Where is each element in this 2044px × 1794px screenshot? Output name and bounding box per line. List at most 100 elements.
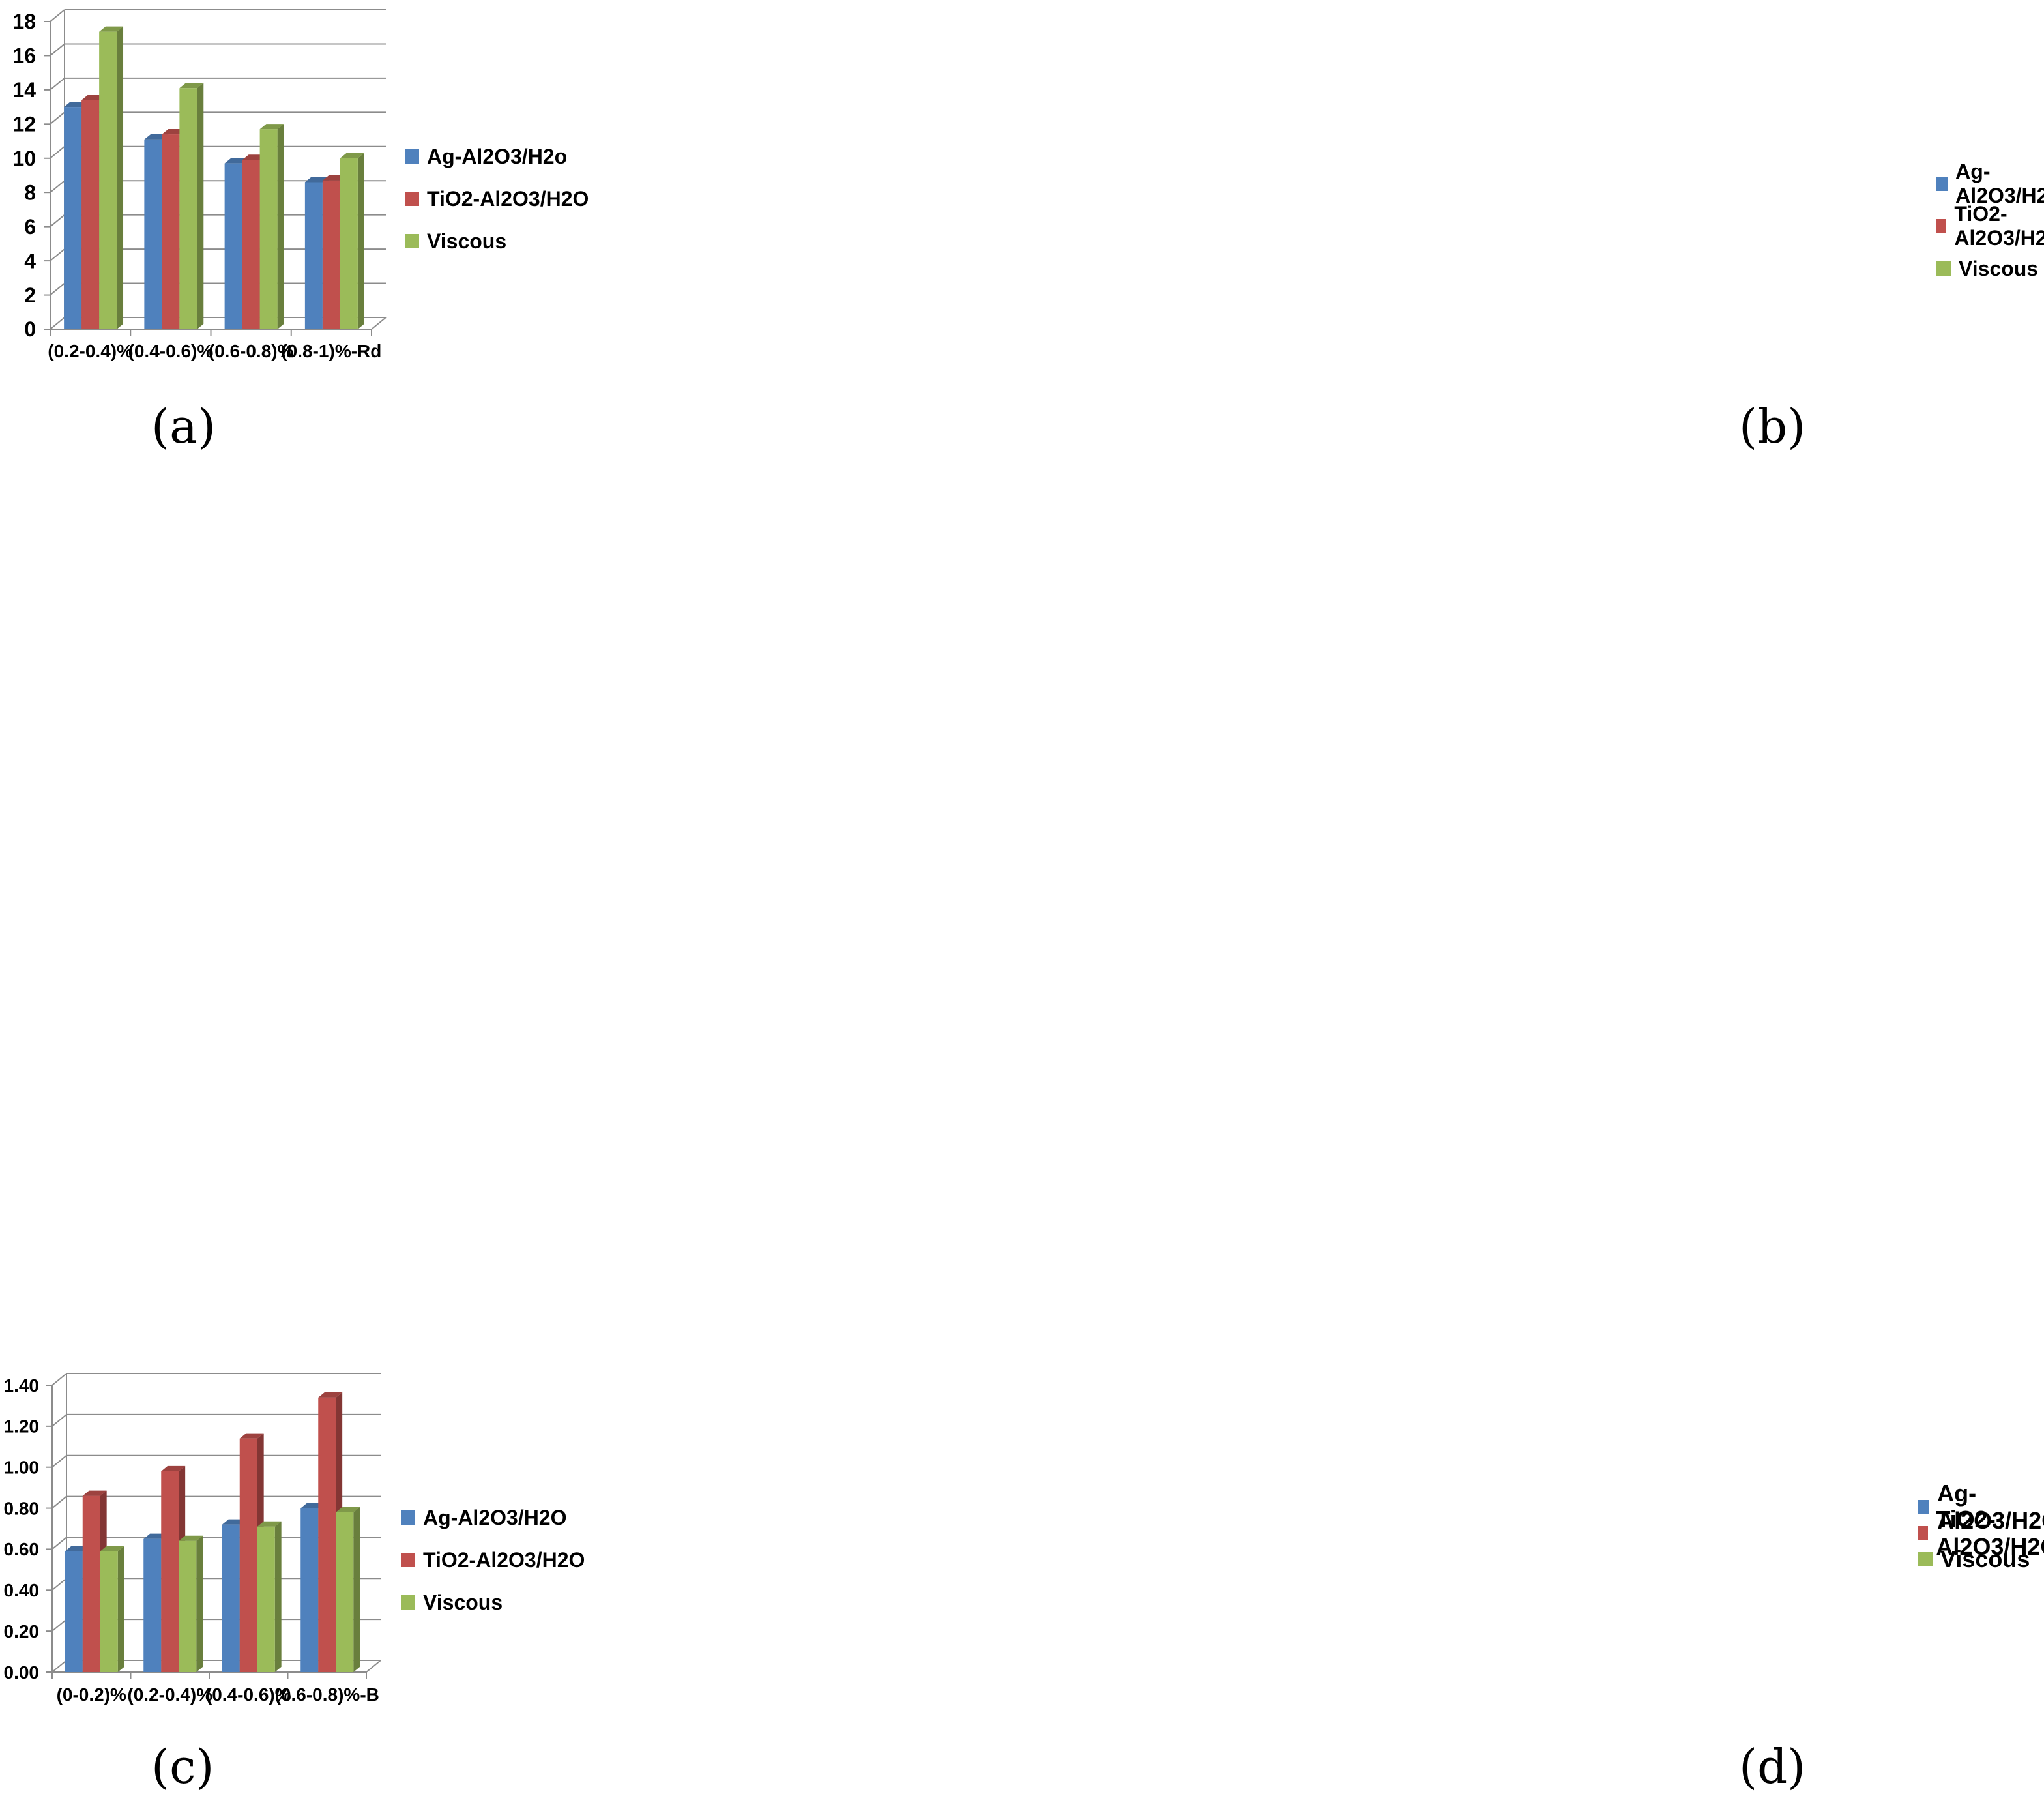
chart-panel-d: 0.0020.0040.0060.0080.00100.00120.00140.… <box>1022 890 2044 1794</box>
y-tick-label: 0.80 <box>4 1498 40 1518</box>
gridline-side <box>51 1454 67 1468</box>
bar <box>82 1495 100 1672</box>
x-tick-label: (0.4-0.6)% <box>206 1684 291 1705</box>
bar-side <box>277 124 284 329</box>
chart-d-legend: Ag-Al2O3/H2O TiO2-Al2O3/H2O Viscous <box>1918 1480 2044 1574</box>
legend-swatch <box>1936 261 1951 276</box>
gridline-side <box>50 282 65 296</box>
bar-top <box>161 1465 186 1471</box>
bar-side <box>117 1546 124 1672</box>
bar <box>300 1508 319 1672</box>
bar-side <box>353 1507 360 1672</box>
y-tick-label: 6 <box>24 215 36 239</box>
y-tick-label: 1.00 <box>4 1458 40 1478</box>
legend-entry: TiO2-Al2O3/H2O <box>401 1548 585 1572</box>
legend-label: Viscous <box>427 229 507 253</box>
bar-top <box>82 1490 107 1496</box>
chart-a-plot: 0 2 4 6 8 10 12 14 16 18 (0.2-0.4)%(0.4-0.6)%(0.6-… <box>12 9 387 361</box>
bar-side <box>197 83 204 330</box>
bar <box>100 1551 118 1672</box>
legend-label: TiO2-Al2O3/H2O <box>423 1548 585 1572</box>
panel-label-d: (d) <box>1739 1739 1806 1794</box>
chart-b-legend: Ag-Al2O3/H2O TiO2-Al2O3/H2O Viscous <box>1936 160 2044 301</box>
bar <box>144 139 162 329</box>
legend-swatch <box>1918 1552 1933 1566</box>
y-tick-label: 14 <box>12 78 36 102</box>
y-tick-label: 0.20 <box>4 1621 40 1641</box>
gridline-side <box>50 146 65 159</box>
legend-entry: Ag-Al2O3/H2O <box>1918 1480 2044 1534</box>
legend-swatch <box>405 192 419 206</box>
legend-entry: Viscous <box>1936 256 2044 280</box>
legend-entry: TiO2-Al2O3/H2O <box>405 187 589 211</box>
y-tick-label: 18 <box>12 10 36 33</box>
floor-edge <box>366 1660 381 1673</box>
bar <box>179 1540 197 1672</box>
bar <box>143 1538 162 1672</box>
bar <box>81 100 100 329</box>
gridline-side <box>51 1619 67 1632</box>
x-tick-label: (0.6-0.8)% <box>209 341 294 361</box>
legend-entry: Viscous <box>405 229 589 253</box>
bar-side <box>196 1535 203 1672</box>
bar-top <box>239 1433 264 1439</box>
x-tick-label: (0-0.2)% <box>57 1684 126 1705</box>
legend-entry: Ag-Al2O3/H2o <box>405 144 589 168</box>
legend-swatch <box>405 234 419 248</box>
x-tick-label: (0.4-0.6)% <box>128 341 214 361</box>
legend-entry: Ag-Al2O3/H2O <box>1936 160 2044 207</box>
gridline-side <box>51 1495 67 1509</box>
bar-top <box>179 83 204 89</box>
bar-top <box>257 1521 282 1527</box>
chart-b-plot: 0.001.002.003.004.005.006.007.008.009.00… <box>1022 0 2044 890</box>
gridline-side <box>50 43 65 57</box>
legend-label: Ag-Al2O3/H2o <box>427 144 568 168</box>
y-tick-label: 0.00 <box>4 1662 40 1683</box>
chart-panel-a: 0 2 4 6 8 10 12 14 16 18 (0.2-0.4)% (0.4-0.6)% (0.6-… <box>0 0 1022 890</box>
chart-a-legend: Ag-Al2O3/H2o TiO2-Al2O3/H2O Viscous <box>405 144 589 273</box>
bar <box>99 31 117 329</box>
bar-top <box>99 26 124 32</box>
bar <box>64 107 82 329</box>
bar-top <box>100 1546 124 1551</box>
legend-swatch <box>401 1510 415 1525</box>
x-tick-label: (0.2-0.4)% <box>48 341 133 361</box>
legend-label: TiO2-Al2O3/H2O <box>1936 1506 2044 1560</box>
gridline-side <box>51 1578 67 1591</box>
legend-label: Viscous <box>1940 1546 2030 1572</box>
bar-top <box>259 124 284 130</box>
gridline-side <box>50 9 65 22</box>
y-tick-label: 0.40 <box>4 1580 40 1600</box>
gridline-side <box>50 180 65 193</box>
legend-swatch <box>1936 219 1947 233</box>
x-tick-label: (0.6-0.8)%-B <box>275 1684 379 1705</box>
legend-swatch <box>405 149 419 164</box>
chart-c-plot: 0.00 0.20 0.40 0.60 0.80 1.00 1.20 1.40 (0-0.2)%… <box>4 1373 381 1705</box>
panel-label-b: (b) <box>1739 399 1806 454</box>
legend-swatch <box>401 1553 415 1567</box>
legend-entry: TiO2-Al2O3/H2O <box>1918 1506 2044 1560</box>
y-tick-label: 8 <box>24 181 36 204</box>
gridline-side <box>50 111 65 125</box>
bar <box>340 158 358 329</box>
bar <box>322 180 340 329</box>
legend-entry: Ag-Al2O3/H2O <box>401 1506 585 1529</box>
gridline-side <box>50 78 65 91</box>
legend-swatch <box>1936 177 1948 191</box>
chart-layer: 0 2 4 6 8 10 12 14 16 18 (0.2-0.4)%(0.4-0.6)%(0.6-… <box>12 9 387 361</box>
bar <box>304 182 323 329</box>
gridline-side <box>51 1537 67 1550</box>
y-tick-label: 16 <box>12 44 36 68</box>
legend-swatch <box>401 1595 415 1610</box>
legend-label: Viscous <box>1959 256 2039 280</box>
y-tick-label: 1.40 <box>4 1375 40 1396</box>
bar-top <box>179 1535 203 1541</box>
y-tick-label: 0 <box>24 317 36 341</box>
bar <box>162 134 180 330</box>
bar-side <box>357 153 364 329</box>
gridline-side <box>51 1373 67 1386</box>
y-tick-label: 2 <box>24 284 36 307</box>
x-tick-label: (0.2-0.4)% <box>127 1684 212 1705</box>
bar <box>259 129 278 329</box>
chart-c-legend: Ag-Al2O3/H2O TiO2-Al2O3/H2O Viscous <box>401 1506 585 1634</box>
